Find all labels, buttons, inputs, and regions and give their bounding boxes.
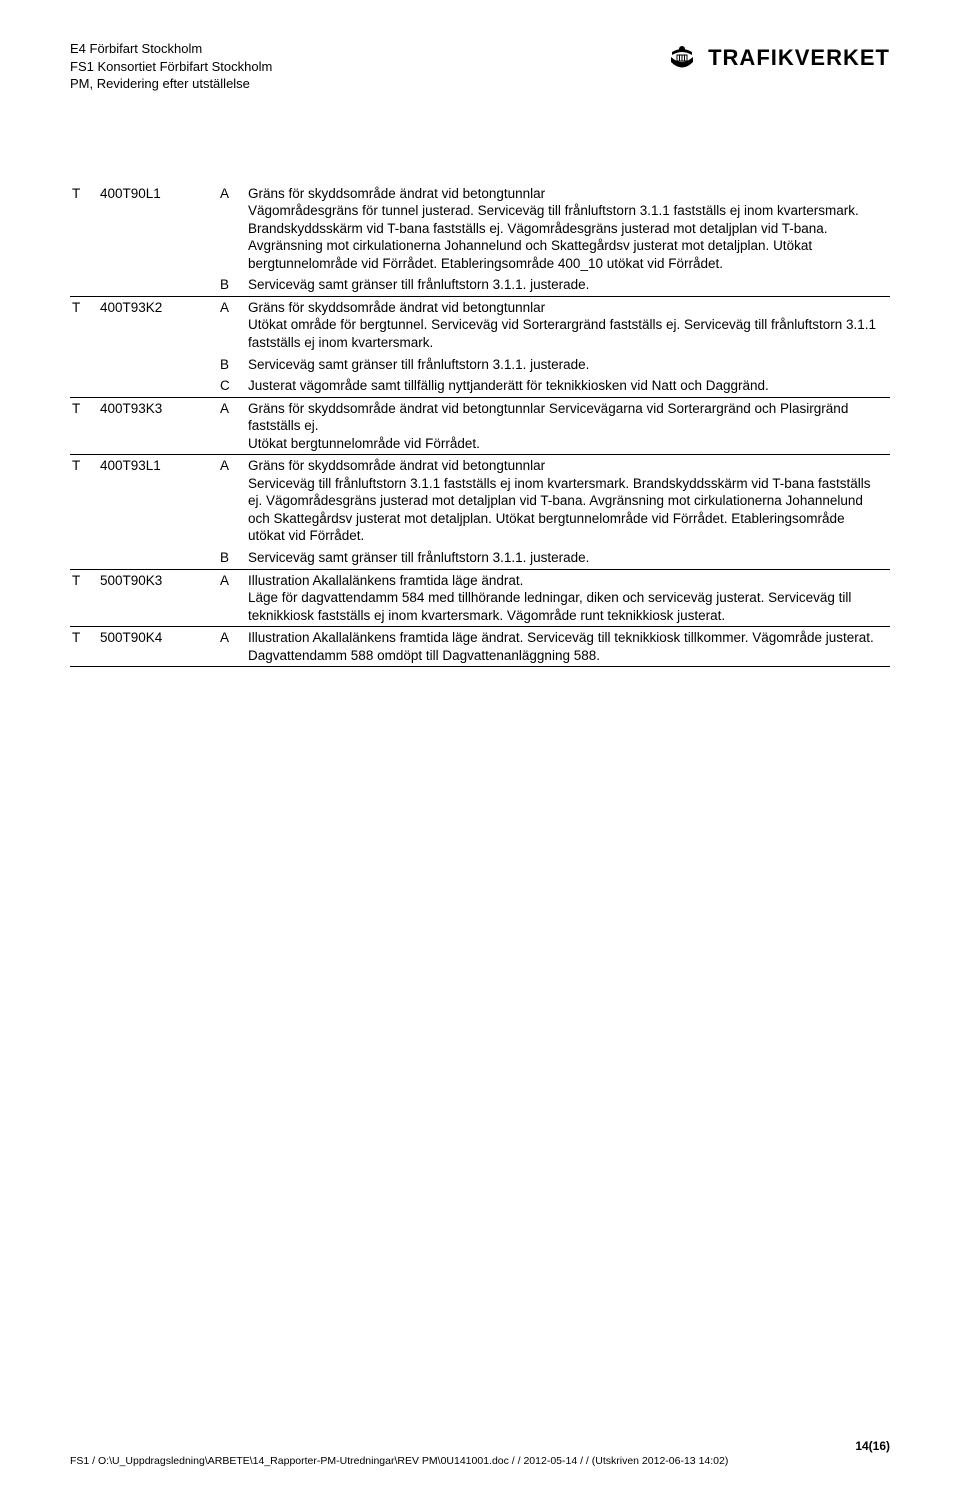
cell-code: 500T90K4 xyxy=(98,627,218,667)
table-row: T400T90L1AGräns för skyddsområde ändrat … xyxy=(70,183,890,275)
trafikverket-logo-icon xyxy=(666,42,698,74)
logo-text: TRAFIKVERKET xyxy=(708,45,890,71)
footer-page-number: 14(16) xyxy=(70,1439,890,1453)
cell-letter: A xyxy=(218,627,246,667)
footer-file-path: FS1 / O:\U_Uppdragsledning\ARBETE\14_Rap… xyxy=(70,1455,890,1467)
cell-type: T xyxy=(70,183,98,275)
cell-type xyxy=(70,274,98,296)
cell-description: Gräns för skyddsområde ändrat vid betong… xyxy=(246,397,890,455)
cell-description: Gräns för skyddsområde ändrat vid betong… xyxy=(246,183,890,275)
cell-letter: A xyxy=(218,183,246,275)
header-line-1: E4 Förbifart Stockholm xyxy=(70,40,272,58)
cell-description: Illustration Akallalänkens framtida läge… xyxy=(246,627,890,667)
cell-type: T xyxy=(70,569,98,627)
cell-letter: B xyxy=(218,274,246,296)
header-line-3: PM, Revidering efter utställelse xyxy=(70,75,272,93)
cell-code xyxy=(98,375,218,397)
table-row: T500T90K3AIllustration Akallalänkens fra… xyxy=(70,569,890,627)
cell-type xyxy=(70,547,98,569)
cell-letter: B xyxy=(218,547,246,569)
cell-letter: A xyxy=(218,397,246,455)
table-row: T400T93K3AGräns för skyddsområde ändrat … xyxy=(70,397,890,455)
revision-table: T400T90L1AGräns för skyddsområde ändrat … xyxy=(70,183,890,668)
cell-description: Serviceväg samt gränser till frånluftsto… xyxy=(246,274,890,296)
cell-letter: C xyxy=(218,375,246,397)
header-line-2: FS1 Konsortiet Förbifart Stockholm xyxy=(70,58,272,76)
cell-type xyxy=(70,354,98,376)
cell-letter: A xyxy=(218,296,246,353)
cell-type xyxy=(70,375,98,397)
cell-description: Illustration Akallalänkens framtida läge… xyxy=(246,569,890,627)
cell-code: 400T93K2 xyxy=(98,296,218,353)
cell-letter: A xyxy=(218,569,246,627)
cell-code: 400T93L1 xyxy=(98,455,218,547)
cell-description: Gräns för skyddsområde ändrat vid betong… xyxy=(246,296,890,353)
table-row: T400T93K2AGräns för skyddsområde ändrat … xyxy=(70,296,890,353)
cell-code xyxy=(98,274,218,296)
cell-code: 400T93K3 xyxy=(98,397,218,455)
cell-code: 500T90K3 xyxy=(98,569,218,627)
table-row: BServiceväg samt gränser till frånluftst… xyxy=(70,547,890,569)
cell-type: T xyxy=(70,627,98,667)
cell-type: T xyxy=(70,397,98,455)
table-row: T500T90K4AIllustration Akallalänkens fra… xyxy=(70,627,890,667)
table-row: T400T93L1AGräns för skyddsområde ändrat … xyxy=(70,455,890,547)
table-row: BServiceväg samt gränser till frånluftst… xyxy=(70,354,890,376)
header-text-block: E4 Förbifart Stockholm FS1 Konsortiet Fö… xyxy=(70,40,272,93)
table-row: CJusterat vägområde samt tillfällig nytt… xyxy=(70,375,890,397)
cell-type: T xyxy=(70,296,98,353)
cell-code xyxy=(98,547,218,569)
logo-block: TRAFIKVERKET xyxy=(666,42,890,74)
cell-code xyxy=(98,354,218,376)
page-footer: 14(16) FS1 / O:\U_Uppdragsledning\ARBETE… xyxy=(70,1439,890,1467)
cell-letter: B xyxy=(218,354,246,376)
page-header: E4 Förbifart Stockholm FS1 Konsortiet Fö… xyxy=(70,40,890,93)
cell-description: Gräns för skyddsområde ändrat vid betong… xyxy=(246,455,890,547)
cell-description: Justerat vägområde samt tillfällig nyttj… xyxy=(246,375,890,397)
cell-type: T xyxy=(70,455,98,547)
cell-description: Serviceväg samt gränser till frånluftsto… xyxy=(246,547,890,569)
cell-code: 400T90L1 xyxy=(98,183,218,275)
cell-letter: A xyxy=(218,455,246,547)
cell-description: Serviceväg samt gränser till frånluftsto… xyxy=(246,354,890,376)
table-row: BServiceväg samt gränser till frånluftst… xyxy=(70,274,890,296)
